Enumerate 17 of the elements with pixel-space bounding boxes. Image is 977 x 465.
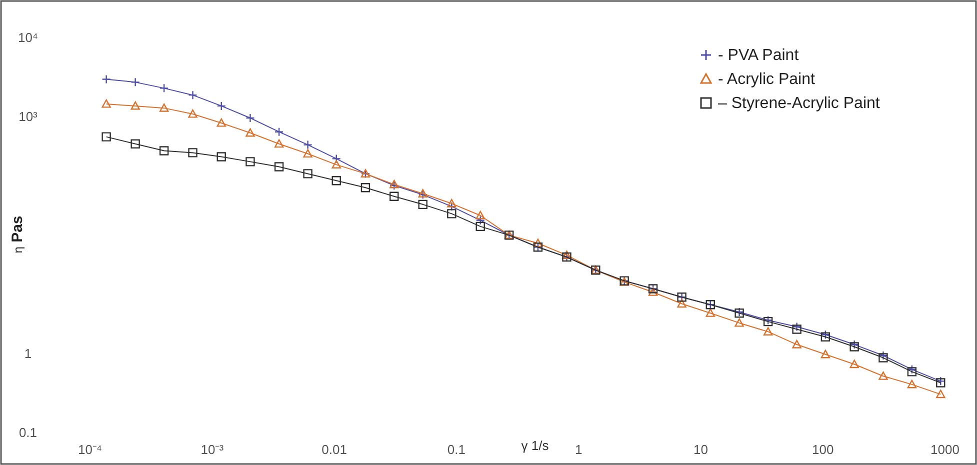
- x-tick-label: 10: [693, 442, 708, 457]
- y-axis-title: η Pas: [9, 216, 26, 254]
- legend-label: – Styrene-Acrylic Paint: [718, 95, 880, 112]
- legend-label: - PVA Paint: [718, 47, 800, 64]
- x-tick-label: 1: [574, 442, 582, 457]
- x-tick-label: 0.01: [322, 442, 347, 457]
- x-tick-label: 1000: [930, 442, 960, 457]
- y-tick-label: 10³: [18, 109, 38, 124]
- y-tick-label: 10⁴: [18, 30, 38, 45]
- legend-label: - Acrylic Paint: [718, 71, 816, 88]
- x-tick-label: 0.1: [447, 442, 466, 457]
- x-axis-title: γ 1/s: [521, 438, 550, 453]
- x-tick-label: 10⁻³: [200, 442, 224, 457]
- x-tick-label: 10⁻⁴: [78, 442, 102, 457]
- y-tick-label: 0.1: [18, 425, 38, 440]
- x-tick-label: 100: [812, 442, 834, 457]
- y-tick-label: 1: [24, 346, 32, 361]
